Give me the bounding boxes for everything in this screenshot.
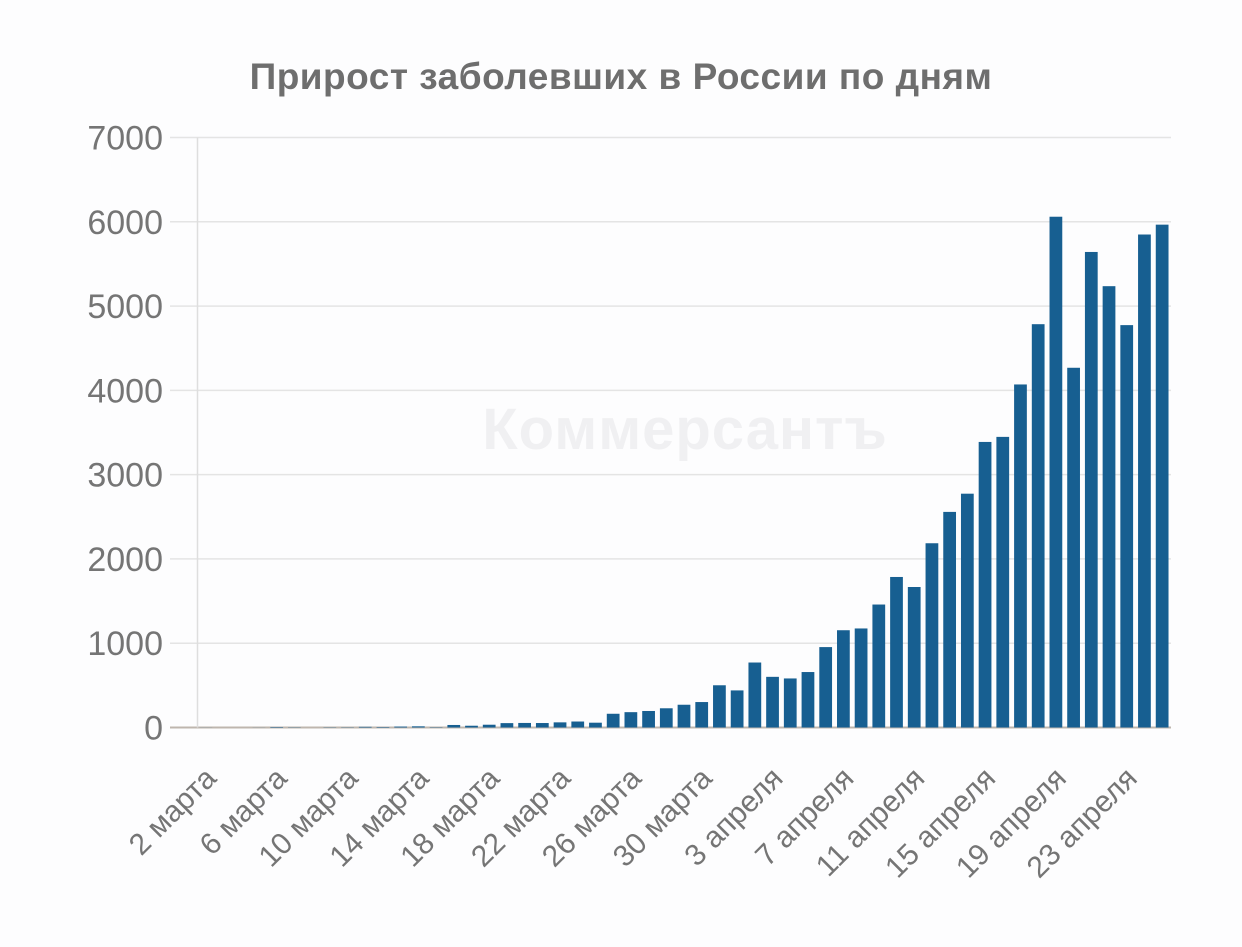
bar (801, 672, 815, 728)
bar (411, 726, 425, 728)
bar (270, 726, 284, 728)
bar (1067, 367, 1080, 728)
bar (1084, 251, 1098, 728)
bar (1049, 216, 1063, 728)
bar (606, 713, 620, 728)
bar (890, 576, 903, 728)
bar (978, 441, 992, 728)
bar (854, 628, 868, 728)
bar (465, 725, 478, 728)
watermark-text: Коммерсантъ (482, 397, 888, 462)
bar (535, 723, 549, 728)
bar (642, 710, 655, 728)
y-tick-label: 5000 (87, 288, 163, 326)
bar (730, 690, 744, 728)
bar (837, 630, 850, 728)
bar (713, 685, 726, 728)
bar (819, 647, 833, 728)
bar (766, 676, 779, 728)
bar (589, 722, 602, 728)
bar (677, 704, 691, 728)
bar (1120, 325, 1134, 728)
bar (748, 662, 762, 728)
bar (376, 726, 390, 728)
bar (925, 543, 939, 728)
y-tick-label: 6000 (87, 204, 163, 242)
bar (907, 587, 921, 728)
bar (872, 604, 886, 728)
y-tick-label: 7000 (87, 120, 163, 158)
bar (1155, 224, 1169, 728)
bar (447, 724, 461, 728)
bar (394, 726, 408, 728)
y-tick-label: 2000 (87, 541, 163, 579)
y-tick-label: 0 (144, 710, 163, 748)
y-tick-label: 4000 (87, 372, 163, 410)
bar (1138, 234, 1151, 728)
y-tick-label: 3000 (87, 457, 163, 495)
bar (624, 712, 638, 728)
bar (943, 511, 957, 728)
bar (482, 724, 496, 728)
bar (695, 702, 709, 728)
bar (553, 722, 567, 728)
bar (571, 721, 585, 728)
bar (1102, 286, 1116, 728)
bar (518, 722, 531, 728)
bar (659, 708, 673, 728)
chart-title: Прирост заболевших в России по дням (249, 56, 993, 97)
bar (358, 726, 372, 728)
bar (1031, 324, 1045, 728)
bar (1014, 384, 1027, 728)
y-tick-label: 1000 (87, 625, 163, 663)
bar (500, 723, 514, 728)
bar (996, 436, 1010, 728)
bar (783, 678, 797, 728)
bar (960, 493, 974, 728)
